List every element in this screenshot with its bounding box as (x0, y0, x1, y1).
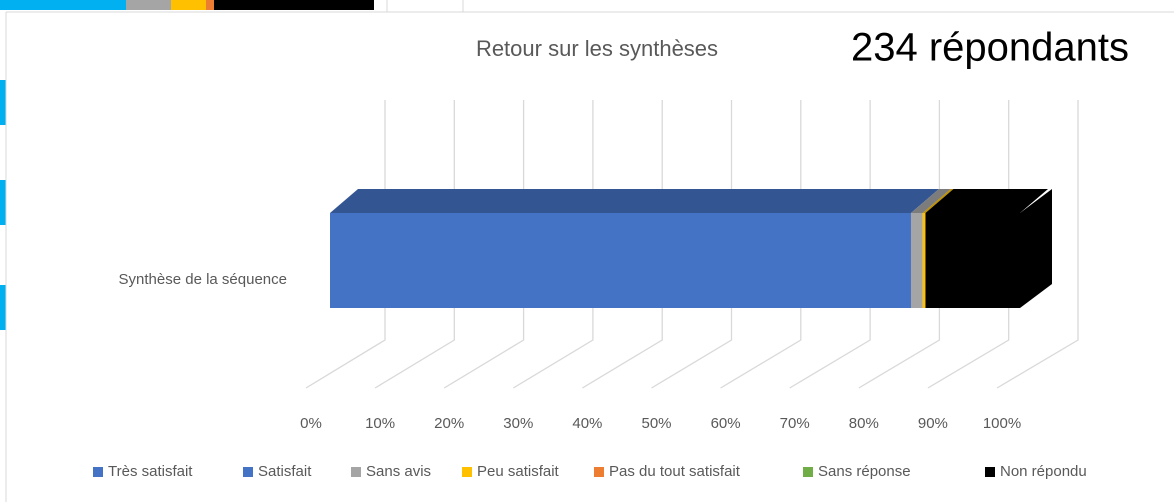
bar-top (925, 189, 1048, 213)
legend-label: Sans réponse (818, 463, 911, 480)
x-tick-label: 50% (641, 415, 671, 432)
x-tick-label: 0% (300, 415, 322, 432)
legend-swatch (803, 467, 813, 477)
legend-label: Très satisfait (108, 463, 193, 480)
legend-label: Satisfait (258, 463, 312, 480)
bar-side (1020, 189, 1052, 308)
grid-line (582, 100, 663, 389)
x-tick-label: 10% (365, 415, 395, 432)
legend-swatch (594, 467, 604, 477)
x-tick-label: 30% (503, 415, 533, 432)
grid-line (512, 100, 594, 389)
grid-line (720, 100, 802, 389)
grid-line (858, 100, 941, 389)
legend-label: Peu satisfait (477, 463, 560, 480)
bar-front (925, 213, 1020, 308)
grid-line (374, 100, 455, 389)
bar-top (330, 189, 939, 213)
grid-line (651, 100, 733, 389)
bar-segment (922, 189, 954, 308)
grid-line (305, 100, 386, 389)
legend-label: Sans avis (366, 463, 431, 480)
bar-segment (330, 189, 939, 308)
bar-top (910, 189, 951, 213)
grid-line (443, 100, 525, 389)
legend-label: Non répondu (1000, 463, 1087, 480)
legend-label: Pas du tout satisfait (609, 463, 741, 480)
annotation: 234 répondants (851, 26, 1129, 70)
bar-front (910, 213, 923, 308)
x-tick-label: 90% (918, 415, 948, 432)
grid-line (996, 100, 1079, 389)
x-tick-label: 80% (849, 415, 879, 432)
grid-line (927, 100, 1010, 389)
x-tick-label: 20% (434, 415, 464, 432)
legend-swatch (351, 467, 361, 477)
category-label: Synthèse de la séquence (119, 271, 287, 288)
chart-title: Retour sur les synthèses (476, 36, 718, 61)
bar-top (922, 189, 954, 213)
legend-swatch (93, 467, 103, 477)
bar-segment (925, 189, 1052, 308)
legend-swatch (243, 467, 253, 477)
legend-swatch (985, 467, 995, 477)
bar-segment (910, 189, 951, 308)
x-tick-label: 40% (572, 415, 602, 432)
legend-swatch (462, 467, 472, 477)
x-tick-label: 70% (780, 415, 810, 432)
x-tick-label: 60% (711, 415, 741, 432)
bar-front (922, 213, 926, 308)
grid-line (789, 100, 871, 389)
x-tick-label: 100% (983, 415, 1021, 432)
bar-front (330, 213, 911, 308)
